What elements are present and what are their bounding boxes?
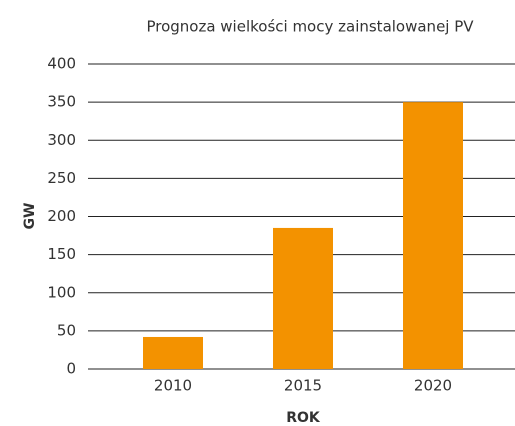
y-tick-label: 150 xyxy=(47,245,76,263)
y-tick-label: 50 xyxy=(57,321,76,339)
y-axis-label: GW xyxy=(22,203,38,230)
y-tick-label: 0 xyxy=(66,360,76,378)
x-tick-label: 2015 xyxy=(284,377,322,395)
x-tick-label: 2020 xyxy=(414,377,452,395)
chart-title: Prognoza wielkości mocy zainstalowanej P… xyxy=(146,18,474,36)
bar xyxy=(403,102,463,369)
y-tick-label: 250 xyxy=(47,169,76,187)
y-tick-label: 300 xyxy=(47,131,76,149)
bar xyxy=(143,336,203,369)
y-tick-label: 100 xyxy=(47,283,76,301)
y-tick-label: 400 xyxy=(47,55,76,73)
y-tick-label: 350 xyxy=(47,93,76,111)
x-axis-label: ROK xyxy=(286,410,321,426)
bar xyxy=(273,227,333,369)
y-tick-label: 200 xyxy=(47,207,76,225)
x-tick-label: 2010 xyxy=(154,377,192,395)
